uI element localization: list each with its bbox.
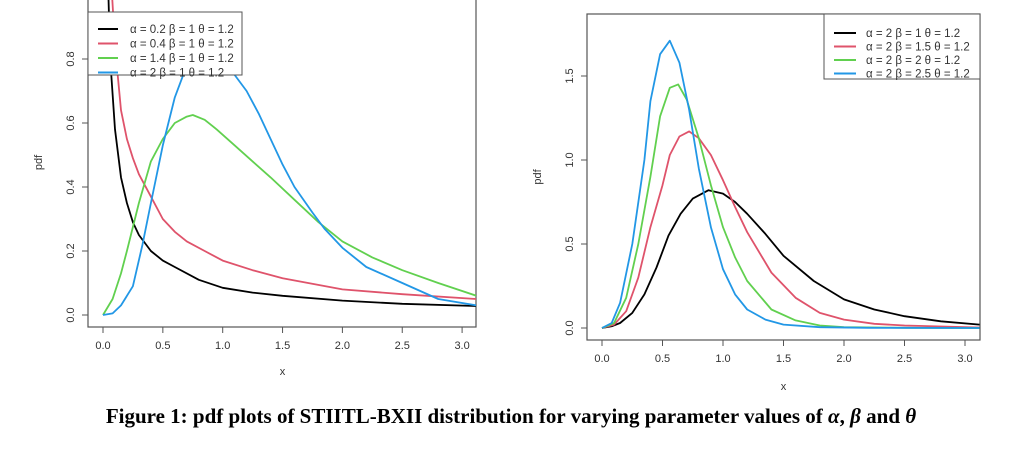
legend: α = 2 β = 1 θ = 1.2 α = 2 β = 1.5 θ = 1.2…: [823, 13, 981, 81]
y-tick-label: 1.5: [564, 68, 576, 83]
x-tick-label: 1.0: [215, 340, 230, 352]
legend-entry: α = 2 β = 2 θ = 1.2: [866, 55, 960, 67]
chart-panel-1: 0.0 0.5 1.0 1.5 2.0 2.5 3.0 0.0 0.2 0.4 0.6 0.8 x pdf…: [33, 0, 477, 378]
y-tick-label: 0.2: [65, 243, 77, 258]
series-line-4: [601, 39, 980, 329]
x-axis-label: x: [781, 381, 787, 393]
x-tick-label: 1.5: [776, 353, 791, 365]
x-axis-label: x: [280, 366, 286, 378]
caption-theta: θ: [905, 404, 917, 428]
series-line-1: [601, 189, 980, 329]
figure-caption: Figure 1: pdf plots of STIITL-BXII distr…: [0, 404, 1022, 429]
chart-panel-2: 0.0 0.5 1.0 1.5 2.0 2.5 3.0 0.0 0.5 1.0 1.5 x pdf α =…: [532, 13, 981, 393]
series-line-3: [601, 83, 980, 329]
y-tick-label: 1.0: [564, 152, 576, 167]
x-tick-label: 3.0: [454, 340, 469, 352]
y-tick-label: 0.0: [564, 320, 576, 335]
y-axis-label: pdf: [532, 168, 544, 184]
y-tick-label: 0.8: [65, 51, 77, 66]
x-tick-label: 1.5: [275, 340, 290, 352]
legend-entry: α = 0.4 β = 1 θ = 1.2: [130, 39, 234, 51]
series-lines: [601, 39, 980, 329]
x-tick-label: 0.5: [155, 340, 170, 352]
y-tick-label: 0.4: [65, 179, 77, 194]
caption-text: Figure 1: pdf plots of STIITL-BXII distr…: [105, 404, 829, 428]
legend-entry: α = 2 β = 2.5 θ = 1.2: [866, 69, 970, 81]
series-line-3: [102, 114, 476, 316]
caption-sep: and: [860, 404, 906, 428]
series-line-4: [102, 51, 476, 316]
plot-frame: [87, 0, 477, 328]
x-tick-label: 0.0: [594, 353, 609, 365]
legend-entry: α = 0.2 β = 1 θ = 1.2: [130, 24, 234, 36]
caption-alpha: α: [828, 404, 840, 428]
x-tick-label: 2.0: [836, 353, 851, 365]
legend-entry: α = 2 β = 1 θ = 1.2: [130, 68, 224, 80]
x-tick-label: 0.0: [95, 340, 110, 352]
legend-entry: α = 2 β = 1.5 θ = 1.2: [866, 42, 970, 54]
y-tick-label: 0.0: [65, 307, 77, 322]
x-tick-label: 2.5: [897, 353, 912, 365]
legend: α = 0.2 β = 1 θ = 1.2 α = 0.4 β = 1 θ = 1…: [87, 11, 243, 80]
x-tick-label: 0.5: [655, 353, 670, 365]
y-axis-label: pdf: [33, 154, 45, 170]
legend-entry: α = 1.4 β = 1 θ = 1.2: [130, 53, 234, 65]
y-tick-label: 0.6: [65, 115, 77, 130]
series-line-2: [111, 0, 476, 300]
series-line-2: [601, 130, 980, 329]
x-tick-label: 2.0: [335, 340, 350, 352]
caption-beta: β: [850, 404, 861, 428]
series-line-1: [107, 0, 476, 307]
y-tick-label: 0.5: [564, 236, 576, 251]
x-tick-label: 3.0: [957, 353, 972, 365]
caption-sep: ,: [839, 404, 851, 428]
legend-entry: α = 2 β = 1 θ = 1.2: [866, 28, 960, 40]
x-tick-label: 2.5: [395, 340, 410, 352]
x-tick-label: 1.0: [715, 353, 730, 365]
